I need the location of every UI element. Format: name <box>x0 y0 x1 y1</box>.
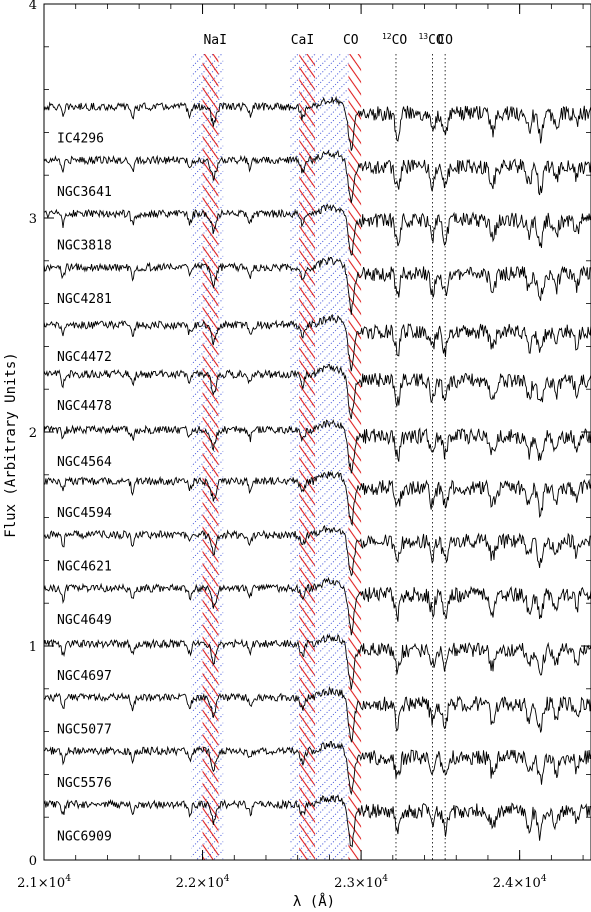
isotope-prefix: 13 <box>418 32 428 41</box>
series-label: NGC5576 <box>57 776 112 791</box>
series-label: NGC4472 <box>57 350 112 365</box>
dotted-lines-layer <box>395 54 446 860</box>
bands-layer <box>191 54 362 860</box>
spectrum-line <box>43 95 591 151</box>
x-tick-exponent: 4 <box>65 874 71 884</box>
feature-name: CO <box>392 33 408 48</box>
x-tick-label: 2.1×104 <box>17 874 71 891</box>
x-tick-exponent: 4 <box>382 874 388 884</box>
spectrum-line <box>43 685 591 743</box>
continuum-band <box>313 54 349 860</box>
spectrum-line <box>43 740 591 796</box>
spectrum-line <box>43 471 591 527</box>
x-tick-mantissa: 2.2×10 <box>176 876 224 891</box>
y-tick-label: 2 <box>29 426 37 441</box>
series-label: NGC3641 <box>57 185 112 200</box>
spectrum-line <box>43 794 591 848</box>
spectrum-line <box>43 203 591 256</box>
x-tick-label: 2.2×104 <box>176 874 230 891</box>
spectrum-line <box>43 525 591 577</box>
y-tick-label: 1 <box>29 640 37 655</box>
x-tick-label: 2.4×104 <box>493 874 547 891</box>
series-label: NGC5077 <box>57 722 112 737</box>
feature-band <box>299 54 316 860</box>
spectrum-line <box>43 149 591 203</box>
spectrum-line <box>43 633 591 690</box>
y-tick-label: 4 <box>29 0 37 13</box>
feature-label: CO <box>437 33 453 48</box>
feature-label: 13CO <box>418 32 443 48</box>
series-label: NGC4649 <box>57 613 112 628</box>
series-label: NGC4281 <box>57 292 112 307</box>
series-label: NGC4594 <box>57 506 112 521</box>
spectrum-line <box>43 363 591 420</box>
x-tick-mantissa: 2.3×10 <box>334 876 382 891</box>
series-label: NGC4697 <box>57 669 112 684</box>
feature-label: NaI <box>203 33 226 48</box>
spectrum-line <box>43 256 591 315</box>
series-label: IC4296 <box>57 132 104 147</box>
series-label: NGC6909 <box>57 829 112 844</box>
y-axis-label: Flux (Arbitrary Units) <box>3 352 19 537</box>
x-tick-label: 2.3×104 <box>334 874 388 891</box>
series-label: NGC4564 <box>57 455 112 470</box>
series-label: NGC3818 <box>57 239 112 254</box>
y-tick-label: 0 <box>29 854 37 869</box>
galaxy-labels-layer: IC4296 NGC3641 NGC3818 NGC4281 NGC4472 NGC447… <box>57 132 112 845</box>
x-tick-mantissa: 2.1×10 <box>17 876 65 891</box>
feature-label: CaI <box>291 33 314 48</box>
feature-label: CO <box>343 33 359 48</box>
y-tick-label: 3 <box>29 212 37 227</box>
series-label: NGC4621 <box>57 560 112 575</box>
spectrum-line <box>43 576 591 636</box>
x-tick-mantissa: 2.4×10 <box>493 876 541 891</box>
x-axis-label: λ (Å) <box>293 893 335 910</box>
feature-band <box>348 54 362 860</box>
spectrum-line <box>43 419 591 474</box>
feature-label: 12CO <box>382 32 407 48</box>
spectrum-line <box>43 313 591 372</box>
x-tick-exponent: 4 <box>541 874 547 884</box>
isotope-prefix: 12 <box>382 32 392 41</box>
x-tick-exponent: 4 <box>224 874 230 884</box>
series-label: NGC4478 <box>57 399 112 414</box>
feature-band <box>202 54 219 860</box>
feature-name: CO <box>428 33 444 48</box>
spectra-layer <box>43 95 591 848</box>
